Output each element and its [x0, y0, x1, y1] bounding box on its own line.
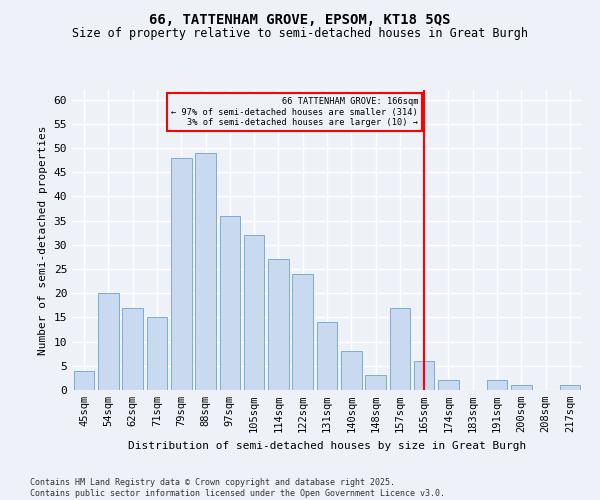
Bar: [74, 370, 94, 390]
Bar: [511, 385, 532, 390]
Bar: [220, 216, 240, 390]
Bar: [268, 260, 289, 390]
Bar: [98, 293, 119, 390]
Bar: [171, 158, 191, 390]
Bar: [438, 380, 459, 390]
Bar: [292, 274, 313, 390]
Bar: [195, 153, 216, 390]
Text: 66, TATTENHAM GROVE, EPSOM, KT18 5QS: 66, TATTENHAM GROVE, EPSOM, KT18 5QS: [149, 12, 451, 26]
Bar: [389, 308, 410, 390]
Bar: [414, 361, 434, 390]
Bar: [560, 385, 580, 390]
Bar: [365, 376, 386, 390]
Text: Size of property relative to semi-detached houses in Great Burgh: Size of property relative to semi-detach…: [72, 28, 528, 40]
Bar: [317, 322, 337, 390]
Bar: [122, 308, 143, 390]
Bar: [341, 352, 362, 390]
Text: Contains HM Land Registry data © Crown copyright and database right 2025.
Contai: Contains HM Land Registry data © Crown c…: [30, 478, 445, 498]
X-axis label: Distribution of semi-detached houses by size in Great Burgh: Distribution of semi-detached houses by …: [128, 440, 526, 450]
Bar: [244, 235, 265, 390]
Y-axis label: Number of semi-detached properties: Number of semi-detached properties: [38, 125, 48, 355]
Bar: [146, 318, 167, 390]
Bar: [487, 380, 508, 390]
Text: 66 TATTENHAM GROVE: 166sqm
← 97% of semi-detached houses are smaller (314)
3% of: 66 TATTENHAM GROVE: 166sqm ← 97% of semi…: [172, 98, 418, 127]
